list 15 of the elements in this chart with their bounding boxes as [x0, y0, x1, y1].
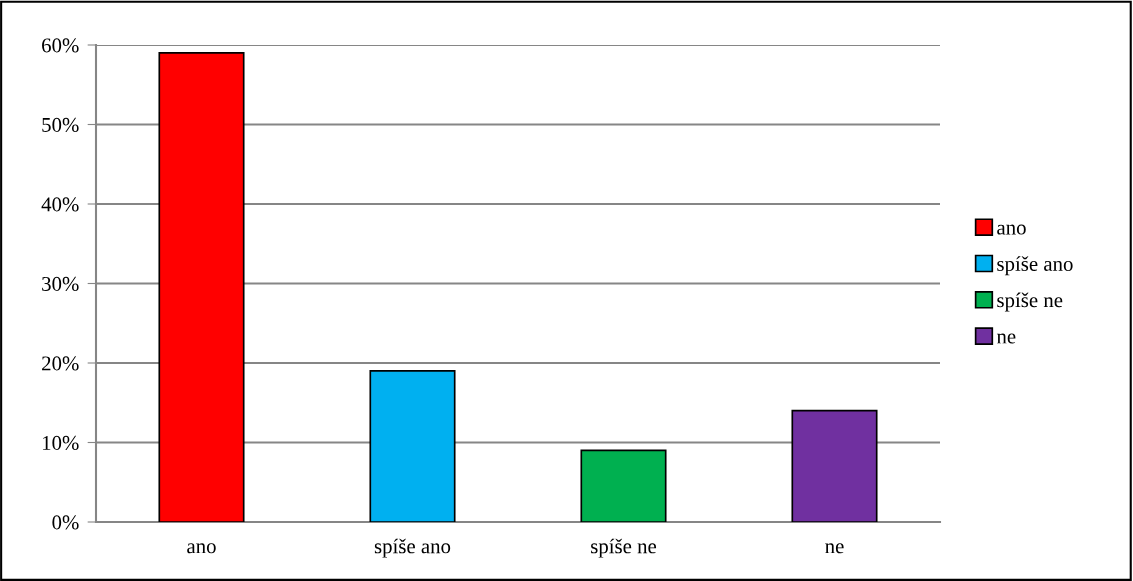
y-tick-label: 0%: [52, 515, 79, 530]
x-tick-label: spíše ano: [374, 538, 451, 558]
y-tick-label: 40%: [41, 197, 79, 212]
x-tick-label: ne: [825, 543, 844, 554]
y-tick-label: 50%: [42, 117, 79, 132]
legend-label: ne: [996, 333, 1016, 344]
y-tick-label: 60%: [42, 38, 79, 53]
y-tick-label: 20%: [42, 356, 79, 371]
y-tick-label: 10%: [42, 435, 79, 450]
legend-label: spíše ano: [997, 256, 1073, 276]
x-tick-label: ano: [187, 543, 216, 554]
x-tick-label: spíše ne: [591, 538, 657, 558]
legend-label: ano: [997, 224, 1026, 235]
legend-label: spíše ne: [997, 292, 1063, 312]
y-tick-label: 30%: [42, 276, 79, 291]
